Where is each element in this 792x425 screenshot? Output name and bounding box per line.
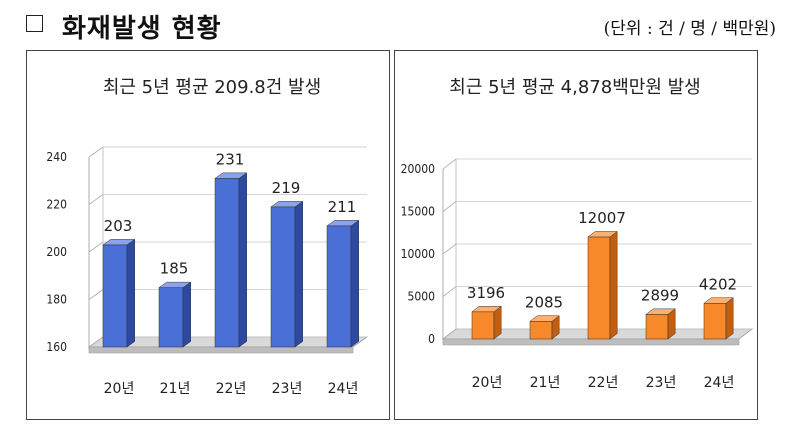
data-label: 12007 xyxy=(578,209,626,227)
gridline-depth xyxy=(442,201,457,212)
checkbox-icon xyxy=(26,15,43,32)
y-tick-label: 160 xyxy=(46,340,67,354)
bar-front xyxy=(102,244,128,348)
bar-20년 xyxy=(471,305,502,340)
x-category-label: 21년 xyxy=(530,375,561,391)
bar-front xyxy=(270,206,296,348)
bar-top xyxy=(703,297,734,304)
damage-amount-chart-panel: 최근 5년 평균 4,878백만원 발생 0 5000 10000 15000 20000… xyxy=(394,50,758,420)
data-label: 211 xyxy=(328,198,357,216)
gridline-depth xyxy=(442,243,457,255)
bar-22년 xyxy=(214,172,248,348)
bar-side xyxy=(350,219,359,348)
bar-front xyxy=(214,178,240,348)
bar-top xyxy=(645,308,676,315)
bar-21년 xyxy=(158,281,192,348)
x-category-label: 22년 xyxy=(588,375,619,391)
gridline-depth xyxy=(442,328,457,340)
bar-23년 xyxy=(645,308,676,340)
y-tick-label: 15000 xyxy=(401,205,435,219)
fire-count-chart-panel: 최근 5년 평균 209.8건 발생 160 180 200 220 240 203 20년 1… xyxy=(26,50,390,420)
data-label: 2899 xyxy=(641,286,679,304)
y-tick-label: 240 xyxy=(46,150,67,164)
bar-side xyxy=(238,172,247,348)
data-label: 203 xyxy=(104,217,133,235)
bar-side xyxy=(725,297,734,340)
bar-top xyxy=(270,201,304,208)
fire-count-chart: 최근 5년 평균 209.8건 발생 160 180 200 220 240 203 20년 1… xyxy=(46,77,369,397)
bar-top xyxy=(214,172,248,179)
bar-top xyxy=(102,239,136,246)
data-label: 4202 xyxy=(699,275,737,293)
bar-side xyxy=(126,238,135,348)
unit-note: (단위 : 건 / 명 / 백만원) xyxy=(603,19,776,39)
bar-top xyxy=(158,281,192,288)
bar-top xyxy=(587,231,618,238)
x-category-label: 21년 xyxy=(160,381,191,397)
damage-amount-chart: 최근 5년 평균 4,878백만원 발생 0 5000 10000 15000 20000… xyxy=(401,77,754,391)
bar-front xyxy=(471,311,495,340)
bar-front xyxy=(326,225,352,348)
bar-22년 xyxy=(587,230,618,340)
page-title: 화재발생 현황 xyxy=(62,14,222,44)
bar-front xyxy=(587,236,611,340)
gridline-depth xyxy=(88,241,104,253)
bar-front xyxy=(703,303,727,340)
chart-title: 최근 5년 평균 209.8건 발생 xyxy=(103,77,321,98)
y-tick-label: 0 xyxy=(428,332,435,346)
x-category-label: 20년 xyxy=(104,381,135,397)
data-label: 2085 xyxy=(525,293,563,311)
x-category-label: 23년 xyxy=(646,375,677,391)
chart-title: 최근 5년 평균 4,878백만원 발생 xyxy=(449,77,700,98)
bar-front xyxy=(529,321,553,340)
y-tick-label: 200 xyxy=(46,245,67,259)
x-category-label: 23년 xyxy=(272,381,303,397)
header: 화재발생 현황 (단위 : 건 / 명 / 백만원) xyxy=(10,4,782,44)
chart-floor-edge xyxy=(442,338,740,346)
gridline-depth xyxy=(442,158,457,170)
gridline-depth xyxy=(88,289,104,300)
chart-floor-edge xyxy=(88,346,354,354)
gridline-depth xyxy=(88,336,104,348)
bar-side xyxy=(182,281,191,348)
bar-top xyxy=(529,315,560,322)
bar-side xyxy=(294,200,303,348)
bar-side xyxy=(609,230,618,340)
bar-front xyxy=(645,314,669,340)
bar-21년 xyxy=(529,315,560,340)
bar-front xyxy=(158,287,184,348)
data-label: 3196 xyxy=(467,284,505,302)
data-label: 185 xyxy=(160,260,189,278)
gridline-depth xyxy=(88,194,104,205)
y-tick-label: 10000 xyxy=(401,247,435,261)
bar-top xyxy=(471,306,502,313)
bar-24년 xyxy=(326,219,360,348)
x-category-label: 24년 xyxy=(328,381,359,397)
x-category-label: 20년 xyxy=(472,375,503,391)
bar-20년 xyxy=(102,238,136,348)
gridline-depth xyxy=(442,286,457,297)
bar-23년 xyxy=(270,200,304,348)
y-tick-label: 220 xyxy=(46,198,67,212)
y-tick-label: 20000 xyxy=(401,162,435,176)
y-tick-label: 180 xyxy=(46,293,67,307)
x-category-label: 24년 xyxy=(704,375,735,391)
y-tick-label: 5000 xyxy=(408,290,436,304)
bar-top xyxy=(326,220,360,227)
data-label: 231 xyxy=(216,150,245,168)
x-category-label: 22년 xyxy=(216,381,247,397)
data-label: 219 xyxy=(272,179,301,197)
bar-24년 xyxy=(703,297,734,340)
gridline-depth xyxy=(88,146,104,158)
